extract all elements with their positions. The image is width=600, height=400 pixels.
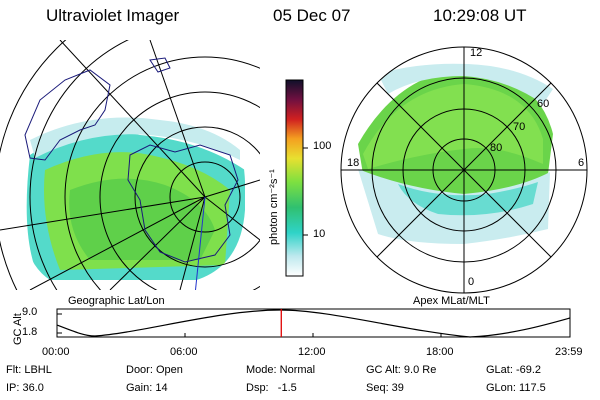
- mlt-label-12: 12: [470, 47, 483, 59]
- orbit-ytick-1-8: 1.8: [22, 326, 38, 338]
- seq-readout: Seq: 39: [366, 382, 404, 394]
- gc-alt-readout: GC Alt: 9.0 Re: [366, 364, 437, 376]
- geographic-caption: Geographic Lat/Lon: [68, 295, 165, 307]
- ip-readout: IP: 36.0: [6, 382, 44, 394]
- mlat-label-60: 60: [537, 98, 550, 110]
- geographic-image-panel: [0, 40, 260, 290]
- mlat-label-80: 80: [490, 142, 503, 154]
- orbit-altitude-curve: [56, 309, 571, 338]
- mlt-label-0: 0: [468, 276, 475, 288]
- apex-caption: Apex MLat/MLT: [413, 295, 490, 307]
- glon-readout: GLon: 117.5: [486, 382, 546, 394]
- orbit-xtick-1200: 12:00: [298, 346, 326, 358]
- mode-readout: Mode: Normal: [246, 364, 316, 376]
- colorbar-unit-label: photon cm⁻²s⁻¹: [268, 169, 280, 245]
- aurora-emission-left: [26, 117, 245, 280]
- date-label: 05 Dec 07: [273, 6, 351, 25]
- mlat-label-70: 70: [513, 121, 526, 133]
- orbit-xtick-2359: 23:59: [555, 346, 583, 358]
- colorbar-tick-100: 100: [313, 140, 332, 152]
- polar-grid: [340, 46, 588, 294]
- orbit-xtick-1800: 18:00: [426, 346, 454, 358]
- mlt-label-6: 6: [578, 157, 585, 169]
- orbit-ytick-9: 9.0: [22, 306, 38, 318]
- coastline: [24, 57, 239, 263]
- door-readout: Door: Open: [126, 364, 183, 376]
- gain-readout: Gain: 14: [126, 382, 168, 394]
- orbit-altitude-plot: [56, 308, 571, 338]
- aurora-emission-right: [358, 63, 553, 244]
- colorbar: [285, 79, 308, 277]
- filter-readout: Flt: LBHL: [6, 364, 52, 376]
- orbit-xtick-0000: 00:00: [42, 346, 70, 358]
- mlt-label-18: 18: [347, 157, 360, 169]
- glat-readout: GLat: -69.2: [486, 364, 542, 376]
- colorbar-tick-10: 10: [313, 228, 326, 240]
- geographic-grid: [0, 40, 260, 290]
- dsp-readout: Dsp: -1.5: [246, 382, 297, 394]
- instrument-title: Ultraviolet Imager: [46, 6, 180, 25]
- meridian-highlight: [195, 196, 206, 290]
- time-label: 10:29:08 UT: [433, 6, 527, 25]
- orbit-xtick-0600: 06:00: [170, 346, 198, 358]
- apex-polar-panel: [340, 46, 588, 294]
